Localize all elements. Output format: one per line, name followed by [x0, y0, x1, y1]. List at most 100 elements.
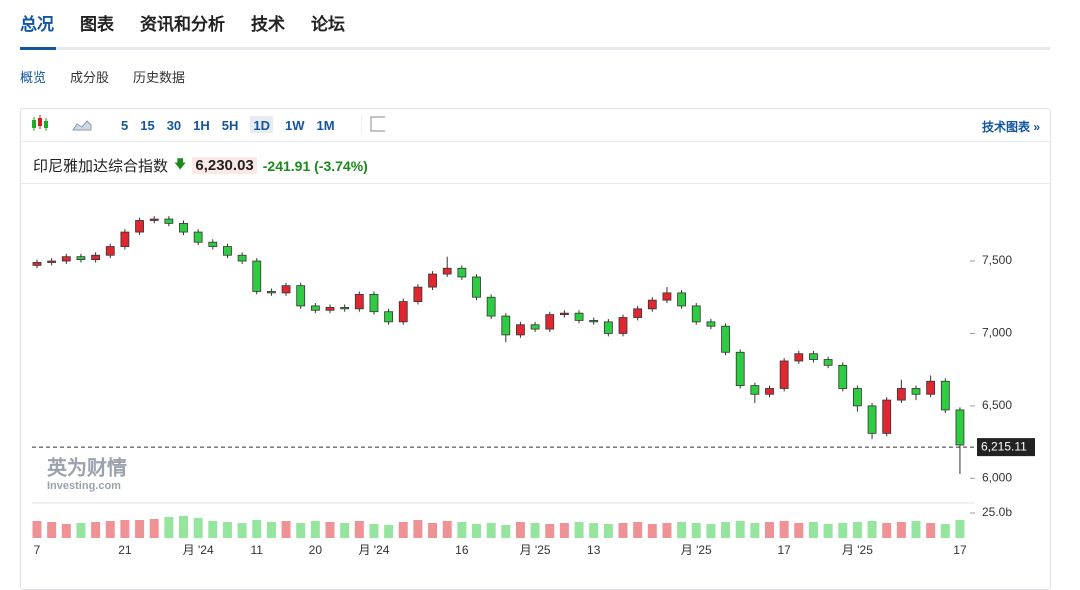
candle-body — [706, 321, 716, 327]
candle-body — [413, 286, 423, 302]
tab[interactable]: 论坛 — [311, 15, 345, 34]
candle-body — [603, 321, 613, 334]
interval[interactable]: 1D — [250, 116, 274, 133]
tab[interactable]: 资讯和分析 — [140, 15, 225, 34]
volume-bar — [340, 523, 350, 538]
volume-bar — [911, 521, 921, 538]
divider — [21, 183, 1050, 184]
volume-bar — [882, 523, 892, 538]
candle-body — [47, 260, 57, 263]
volume-bar — [76, 523, 86, 538]
interval[interactable]: 30 — [166, 118, 182, 133]
tab[interactable]: 总况 — [20, 15, 54, 34]
chart: 英为财情 Investing.com 6,000 6,500 7,000 7,500 2… — [32, 216, 1035, 557]
toolbar: 5 15 30 1H 5H 1D 1W 1M 技术图表 » — [21, 109, 1050, 142]
candle-body — [809, 353, 818, 360]
candle-body — [853, 388, 862, 407]
volume-bar — [61, 524, 71, 538]
volume-bar — [193, 518, 203, 538]
volume-bar — [852, 522, 862, 538]
candle-body — [721, 325, 730, 353]
index-name: 印尼雅加达综合指数 — [33, 158, 169, 175]
candle-body — [867, 405, 877, 434]
volume-bar — [222, 522, 232, 538]
candle-body — [32, 262, 42, 266]
candle-body — [633, 308, 643, 318]
candle-body — [691, 305, 701, 323]
volume-tick-label: 25.0b — [982, 505, 1012, 519]
candle-body — [735, 351, 745, 386]
last-price-label: 6,215.11 — [981, 439, 1027, 453]
volume-bar — [589, 523, 599, 538]
volume-bar — [325, 522, 335, 538]
candle-body — [574, 312, 584, 321]
subtab[interactable]: 成分股 — [70, 70, 110, 85]
candle-body — [91, 254, 100, 260]
candle-body — [105, 246, 115, 256]
candle-body — [442, 267, 452, 275]
quote-header: 印尼雅加达综合指数 🡇 6,230.03 -241.91 (-3.74%) — [33, 155, 368, 176]
candle-body — [838, 364, 848, 389]
volume-bar — [266, 522, 276, 538]
candle-body — [266, 291, 276, 294]
interval[interactable]: 5 — [121, 118, 129, 133]
volume-bar — [750, 523, 760, 538]
volume-bar — [691, 523, 701, 538]
volume-bar — [603, 524, 613, 538]
candle-body — [662, 292, 672, 301]
candle-body — [472, 276, 481, 298]
subtab[interactable]: 概览 — [20, 70, 47, 85]
x-tick-label: 月 '24 — [358, 543, 389, 557]
interval[interactable]: 5H — [221, 118, 239, 133]
candle-body — [955, 409, 965, 446]
volume-bar — [765, 522, 774, 538]
interval[interactable]: 1M — [316, 118, 335, 133]
candle-body — [398, 301, 408, 323]
candle-icon[interactable] — [32, 115, 48, 131]
volume-bar — [179, 516, 188, 538]
x-tick-label: 11 — [251, 543, 264, 557]
tech-chart-link[interactable]: 技术图表 » — [981, 120, 1040, 134]
volume-bar — [457, 522, 467, 538]
interval[interactable]: 15 — [140, 118, 155, 133]
settings-icon[interactable] — [361, 109, 385, 141]
candle-body — [179, 222, 188, 233]
tabs: 总况 图表 资讯和分析 技术 论坛 — [20, 10, 345, 35]
x-tick-label: 7 — [34, 543, 41, 557]
chart-type-icons — [32, 115, 92, 131]
x-tick-label: 月 '25 — [520, 543, 551, 557]
candle-body — [794, 353, 804, 362]
tab[interactable]: 图表 — [80, 15, 114, 34]
volume-bar — [559, 523, 569, 538]
volume-bar — [515, 522, 525, 538]
volume-bar — [164, 517, 174, 538]
volume-bar — [135, 520, 145, 538]
volume-bar — [530, 523, 540, 538]
candle-body — [120, 231, 130, 247]
area-icon[interactable] — [72, 120, 92, 131]
candle-body — [516, 324, 525, 336]
y-tick-label: 6,500 — [982, 398, 1012, 412]
volume-bar — [384, 525, 394, 538]
x-tick-label: 20 — [309, 543, 323, 557]
interval[interactable]: 1W — [285, 118, 305, 133]
volume-bar — [706, 524, 716, 538]
candle-body — [779, 360, 789, 389]
y-tick-label: 7,500 — [982, 253, 1012, 267]
volume-bar — [838, 523, 848, 538]
volume-bar — [926, 523, 936, 538]
volume-bar — [428, 523, 438, 538]
candle-body — [193, 231, 203, 243]
volume-bar — [296, 523, 306, 538]
tab[interactable]: 技术 — [251, 15, 285, 34]
volume-bar — [574, 522, 584, 538]
volume-bar — [618, 523, 628, 538]
volume-bar — [940, 524, 950, 538]
candle-body — [560, 312, 569, 316]
interval[interactable]: 1H — [193, 118, 210, 133]
subtab[interactable]: 历史数据 — [133, 70, 186, 85]
x-tick-label: 16 — [455, 543, 469, 557]
volume-bar — [501, 525, 511, 538]
volume-bar — [633, 522, 643, 538]
candle-body — [252, 260, 262, 292]
